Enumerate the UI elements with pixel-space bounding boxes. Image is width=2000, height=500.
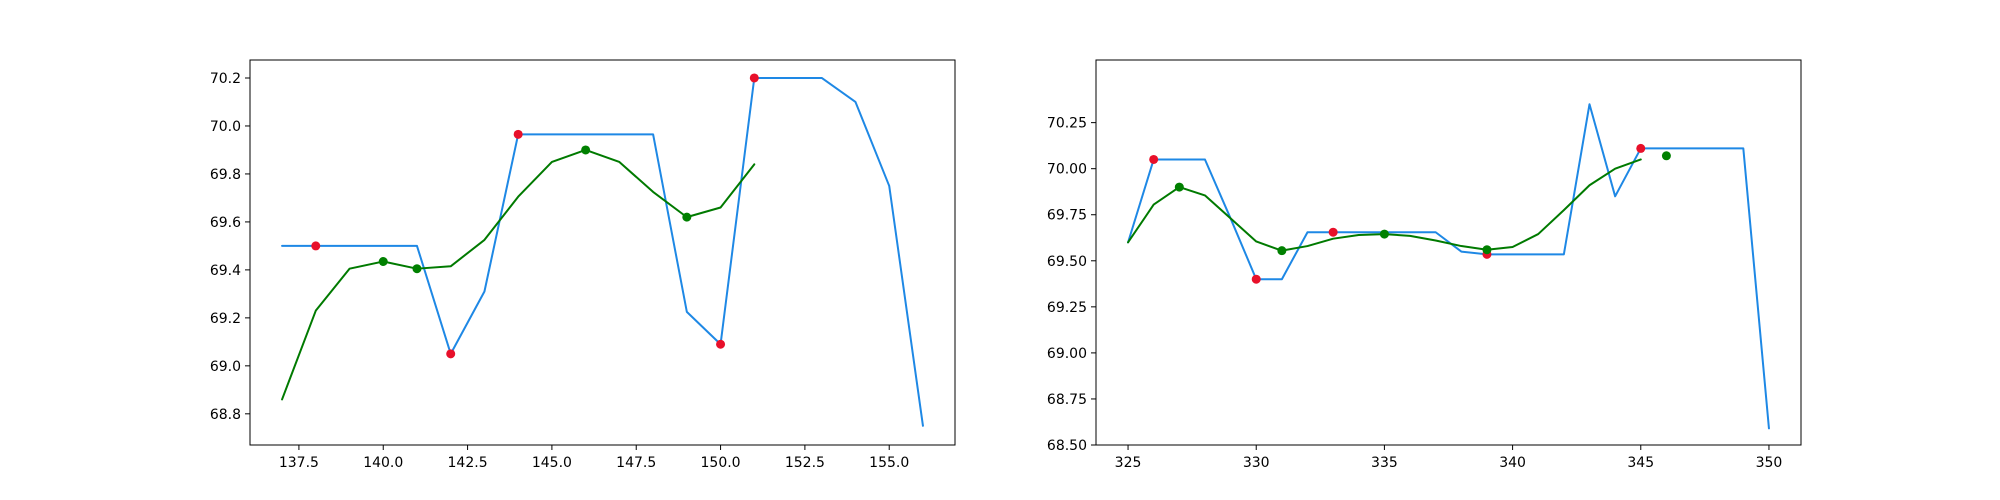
x-tick-label: 340 xyxy=(1499,455,1526,471)
point-smoothed_extrema xyxy=(682,212,692,222)
y-tick-label: 69.6 xyxy=(210,215,241,231)
x-tick-label: 145.0 xyxy=(532,455,572,471)
plot-area xyxy=(250,60,955,445)
chart-left: 137.5 140.0 142.5 145.0 147.5 150.0 152.5 155.0… xyxy=(210,59,956,471)
x-tick-label: 330 xyxy=(1243,455,1270,471)
series-group xyxy=(281,73,924,427)
x-tick-label: 140.0 xyxy=(363,455,403,471)
y-tick-label: 69.2 xyxy=(210,311,241,327)
point-smoothed_extrema xyxy=(412,264,422,274)
point-peaks_troughs xyxy=(1328,227,1338,237)
y-tick-label: 69.75 xyxy=(1047,208,1087,224)
plot-area xyxy=(1096,60,1801,445)
x-tick-label: 155.0 xyxy=(869,455,909,471)
y-tick-label: 69.50 xyxy=(1047,254,1087,270)
point-peaks_troughs xyxy=(749,73,759,83)
x-tick-label: 152.5 xyxy=(785,455,825,471)
y-tick-label: 69.25 xyxy=(1047,300,1087,316)
y-tick-label: 69.4 xyxy=(210,263,241,279)
y-tick-label: 69.8 xyxy=(210,167,241,183)
x-tick-label: 335 xyxy=(1371,455,1398,471)
point-smoothed_extrema xyxy=(1661,151,1671,161)
point-peaks_troughs xyxy=(1636,143,1646,153)
point-peaks_troughs xyxy=(446,349,456,359)
x-tick-label: 350 xyxy=(1756,455,1783,471)
point-peaks_troughs xyxy=(1149,154,1159,164)
x-tick-label: 137.5 xyxy=(279,455,319,471)
x-tick-label: 147.5 xyxy=(616,455,656,471)
axes-frame xyxy=(1095,59,1802,446)
point-peaks_troughs xyxy=(311,241,321,251)
y-tick-label: 68.50 xyxy=(1047,438,1087,454)
chart-right: 325 330 335 340 345 350 68.50 68.75 69.00 69.25 69… xyxy=(1047,59,1802,471)
x-tick-label: 142.5 xyxy=(448,455,488,471)
y-tick-label: 68.75 xyxy=(1047,392,1087,408)
y-tick-label: 70.2 xyxy=(210,71,241,87)
series-line-price xyxy=(1127,103,1770,430)
x-tick-label: 325 xyxy=(1115,455,1142,471)
x-tick-label: 345 xyxy=(1627,455,1654,471)
series-line-price xyxy=(281,76,924,427)
point-smoothed_extrema xyxy=(378,257,388,266)
point-smoothed_extrema xyxy=(1482,245,1492,255)
y-tick-label: 69.0 xyxy=(210,359,241,375)
series-group xyxy=(1127,103,1770,430)
series-line-smoothed xyxy=(281,148,756,401)
y-tick-label: 68.8 xyxy=(210,407,241,423)
point-smoothed_extrema xyxy=(1277,246,1287,256)
y-tick-label: 70.00 xyxy=(1047,162,1087,178)
point-peaks_troughs xyxy=(716,339,726,349)
y-tick-label: 70.0 xyxy=(210,119,241,135)
point-peaks_troughs xyxy=(513,129,523,139)
point-peaks_troughs xyxy=(1251,274,1261,284)
y-tick-label: 70.25 xyxy=(1047,116,1087,132)
point-smoothed_extrema xyxy=(1379,229,1389,239)
x-tick-label: 150.0 xyxy=(701,455,741,471)
y-tick-label: 69.00 xyxy=(1047,346,1087,362)
point-smoothed_extrema xyxy=(1174,182,1184,192)
axes-frame xyxy=(249,59,956,446)
point-smoothed_extrema xyxy=(581,145,591,155)
